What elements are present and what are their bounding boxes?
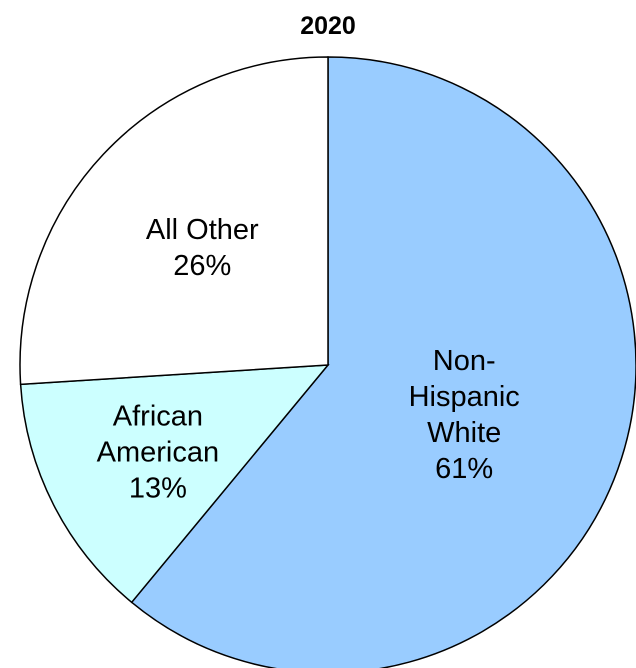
pie-slices — [20, 57, 636, 668]
slice-category-label: All Other — [146, 214, 259, 246]
slice-value-label: 26% — [173, 250, 231, 282]
slice-category-label: African — [113, 401, 203, 433]
slice-category-label: White — [427, 417, 501, 449]
slice-category-label: American — [97, 437, 220, 469]
slice-value-label: 13% — [129, 473, 187, 505]
chart-title: 2020 — [300, 12, 356, 40]
slice-category-label: Non- — [433, 345, 496, 377]
slice-category-label: Hispanic — [409, 381, 520, 413]
slice-value-label: 61% — [435, 453, 493, 485]
